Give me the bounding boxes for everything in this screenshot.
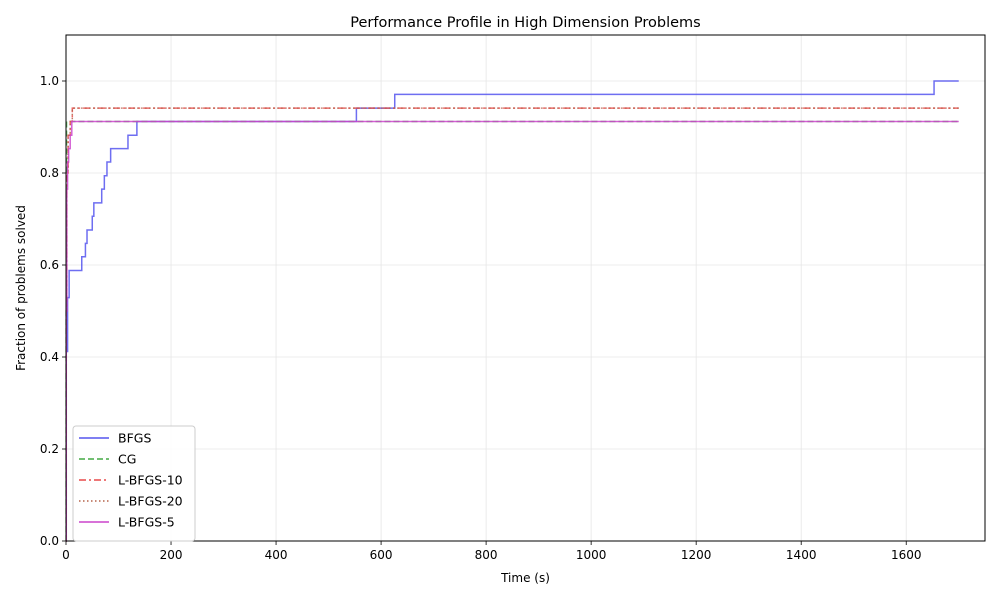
x-tick-label: 800 — [475, 548, 498, 562]
y-tick-label: 0.6 — [40, 258, 59, 272]
plot-frame — [65, 34, 986, 542]
y-tick-label: 1.0 — [40, 74, 59, 88]
legend: BFGS CG L-BFGS-10 L-BFGS-20 L-BFGS-5 — [72, 425, 196, 542]
y-tick-label: 0.2 — [40, 442, 59, 456]
x-tick-label: 200 — [160, 548, 183, 562]
legend-label: CG — [118, 452, 136, 467]
chart-title: Performance Profile in High Dimension Pr… — [350, 15, 700, 31]
y-axis: 0.0 0.2 0.4 0.6 0.8 1.0 — [40, 74, 66, 548]
series-line-bfgs — [65, 80, 959, 542]
x-tick-label: 400 — [265, 548, 288, 562]
x-tick-label: 1400 — [786, 548, 817, 562]
y-tick-label: 0.0 — [40, 534, 59, 548]
x-tick-label: 1600 — [891, 548, 922, 562]
x-tick-label: 1000 — [576, 548, 607, 562]
x-axis: 0 200 400 600 800 1000 1200 1400 1600 — [62, 541, 922, 562]
x-tick-label: 1200 — [681, 548, 712, 562]
y-axis-label: Fraction of problems solved — [14, 205, 28, 371]
legend-label: L-BFGS-20 — [118, 494, 183, 509]
legend-label: BFGS — [118, 431, 151, 446]
y-tick-label: 0.4 — [40, 350, 59, 364]
y-tick-label: 0.8 — [40, 166, 59, 180]
legend-box — [72, 425, 196, 542]
x-axis-label: Time (s) — [500, 571, 550, 585]
x-tick-label: 0 — [62, 548, 70, 562]
legend-label: L-BFGS-10 — [118, 473, 183, 488]
legend-label: L-BFGS-5 — [118, 515, 175, 530]
x-tick-label: 600 — [370, 548, 393, 562]
